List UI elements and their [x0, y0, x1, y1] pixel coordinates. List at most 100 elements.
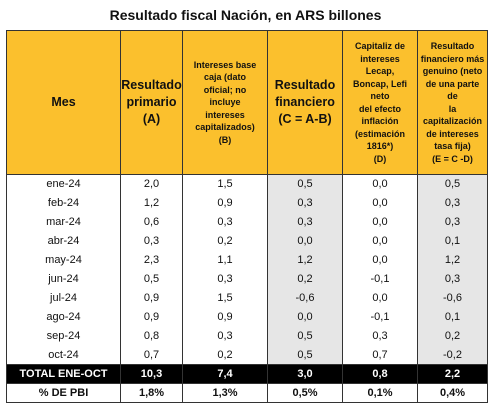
cell-capitalizacion: -0,1: [342, 269, 418, 289]
header-line: (A): [142, 112, 161, 126]
table-row: oct-24 0,7 0,2 0,5 0,7 -0,2: [6, 345, 488, 365]
pbi-genuino: 0,4%: [417, 383, 488, 403]
header-line: Boncap, Lefi neto: [352, 78, 407, 102]
cell-mes: may-24: [6, 250, 121, 270]
cell-mes: sep-24: [6, 326, 121, 346]
cell-intereses: 1,5: [182, 288, 268, 308]
total-capitalizacion: 0,8: [342, 364, 418, 384]
cell-intereses: 0,9: [182, 307, 268, 327]
cell-mes: mar-24: [6, 212, 121, 232]
header-line: (E = C -D): [432, 153, 473, 164]
header-line: del efecto: [358, 103, 401, 114]
total-primario: 10,3: [120, 364, 183, 384]
cell-intereses: 0,3: [182, 212, 268, 232]
header-line: de intereses: [426, 128, 479, 139]
cell-capitalizacion: 0,0: [342, 193, 418, 213]
header-mes: Mes: [6, 30, 121, 175]
header-line: 1816*): [366, 141, 394, 151]
header-line: caja (dato: [203, 72, 246, 83]
cell-intereses: 0,3: [182, 269, 268, 289]
header-line: (B): [218, 134, 232, 145]
cell-primario: 0,8: [120, 326, 183, 346]
header-line: financiero más: [420, 53, 485, 64]
pbi-primario: 1,8%: [120, 383, 183, 403]
header-line: oficial; no: [203, 84, 247, 95]
header-line: Resultado: [121, 78, 182, 92]
cell-primario: 0,9: [120, 307, 183, 327]
header-intereses-base-caja: Intereses base caja (dato oficial; no in…: [182, 30, 268, 175]
cell-intereses: 0,2: [182, 345, 268, 365]
cell-capitalizacion: 0,0: [342, 212, 418, 232]
header-resultado-primario: Resultado primario (A): [120, 30, 183, 175]
cell-capitalizacion: 0,0: [342, 231, 418, 251]
total-genuino: 2,2: [417, 364, 488, 384]
header-line: (D): [373, 153, 387, 164]
header-line: primario: [126, 95, 177, 109]
table-row: abr-24 0,3 0,2 0,0 0,0 0,1: [6, 231, 488, 251]
cell-genuino: 0,5: [417, 174, 488, 194]
total-intereses: 7,4: [182, 364, 268, 384]
cell-primario: 0,3: [120, 231, 183, 251]
cell-genuino: 0,1: [417, 231, 488, 251]
header-row: Mes Resultado primario (A) Intereses bas…: [6, 30, 488, 175]
cell-financiero: 1,2: [267, 250, 343, 270]
fiscal-results-table: Mes Resultado primario (A) Intereses bas…: [6, 30, 488, 403]
header-line: Capitaliz de: [354, 41, 405, 51]
cell-capitalizacion: 0,7: [342, 345, 418, 365]
cell-primario: 2,0: [120, 174, 183, 194]
table-row: jul-24 0,9 1,5 -0,6 0,0 -0,6: [6, 288, 488, 308]
header-line: tasa fija): [434, 141, 471, 151]
pbi-intereses: 1,3%: [182, 383, 268, 403]
cell-intereses: 0,9: [182, 193, 268, 213]
cell-primario: 0,5: [120, 269, 183, 289]
cell-genuino: 0,3: [417, 212, 488, 232]
cell-financiero: -0,6: [267, 288, 343, 308]
cell-capitalizacion: 0,3: [342, 326, 418, 346]
cell-primario: 0,6: [120, 212, 183, 232]
header-line: Resultado: [274, 78, 336, 92]
table-row: may-24 2,3 1,1 1,2 0,0 1,2: [6, 250, 488, 270]
table-row: jun-24 0,5 0,3 0,2 -0,1 0,3: [6, 269, 488, 289]
header-line: Intereses base: [193, 59, 257, 70]
cell-financiero: 0,5: [267, 326, 343, 346]
cell-primario: 2,3: [120, 250, 183, 270]
cell-capitalizacion: -0,1: [342, 307, 418, 327]
cell-mes: jul-24: [6, 288, 121, 308]
header-line: inflación: [361, 116, 399, 126]
cell-financiero: 0,5: [267, 174, 343, 194]
table-row: sep-24 0,8 0,3 0,5 0,3 0,2: [6, 326, 488, 346]
cell-financiero: 0,2: [267, 269, 343, 289]
header-resultado-genuino: Resultado financiero más genuino (neto d…: [417, 30, 488, 175]
header-line: capitalizados): [195, 122, 255, 133]
header-line: intereses Lecap,: [360, 53, 400, 77]
cell-mes: feb-24: [6, 193, 121, 213]
cell-intereses: 0,3: [182, 326, 268, 346]
cell-genuino: -0,2: [417, 345, 488, 365]
cell-financiero: 0,5: [267, 345, 343, 365]
header-line: (C = A-B): [278, 112, 332, 126]
header-capitalizacion-intereses: Capitaliz de intereses Lecap, Boncap, Le…: [342, 30, 418, 175]
cell-intereses: 1,5: [182, 174, 268, 194]
table-row: feb-24 1,2 0,9 0,3 0,0 0,3: [6, 193, 488, 213]
total-row: TOTAL ENE-OCT 10,3 7,4 3,0 0,8 2,2: [6, 364, 488, 384]
cell-mes: abr-24: [6, 231, 121, 251]
cell-capitalizacion: 0,0: [342, 250, 418, 270]
cell-mes: ago-24: [6, 307, 121, 327]
header-line: (estimación: [354, 128, 405, 139]
header-line: incluye: [209, 97, 241, 108]
total-label: TOTAL ENE-OCT: [6, 364, 121, 384]
total-financiero: 3,0: [267, 364, 343, 384]
header-line: intereses: [205, 109, 245, 120]
cell-genuino: 1,2: [417, 250, 488, 270]
cell-genuino: 0,3: [417, 193, 488, 213]
table-row: mar-24 0,6 0,3 0,3 0,0 0,3: [6, 212, 488, 232]
pbi-row: % DE PBI 1,8% 1,3% 0,5% 0,1% 0,4%: [6, 383, 488, 403]
pbi-label: % DE PBI: [6, 383, 121, 403]
cell-financiero: 0,3: [267, 193, 343, 213]
header-line: la: [448, 103, 457, 114]
table-row: ago-24 0,9 0,9 0,0 -0,1 0,1: [6, 307, 488, 327]
header-resultado-financiero: Resultado financiero (C = A-B): [267, 30, 343, 175]
cell-primario: 0,7: [120, 345, 183, 365]
cell-intereses: 1,1: [182, 250, 268, 270]
table-row: ene-24 2,0 1,5 0,5 0,0 0,5: [6, 174, 488, 194]
